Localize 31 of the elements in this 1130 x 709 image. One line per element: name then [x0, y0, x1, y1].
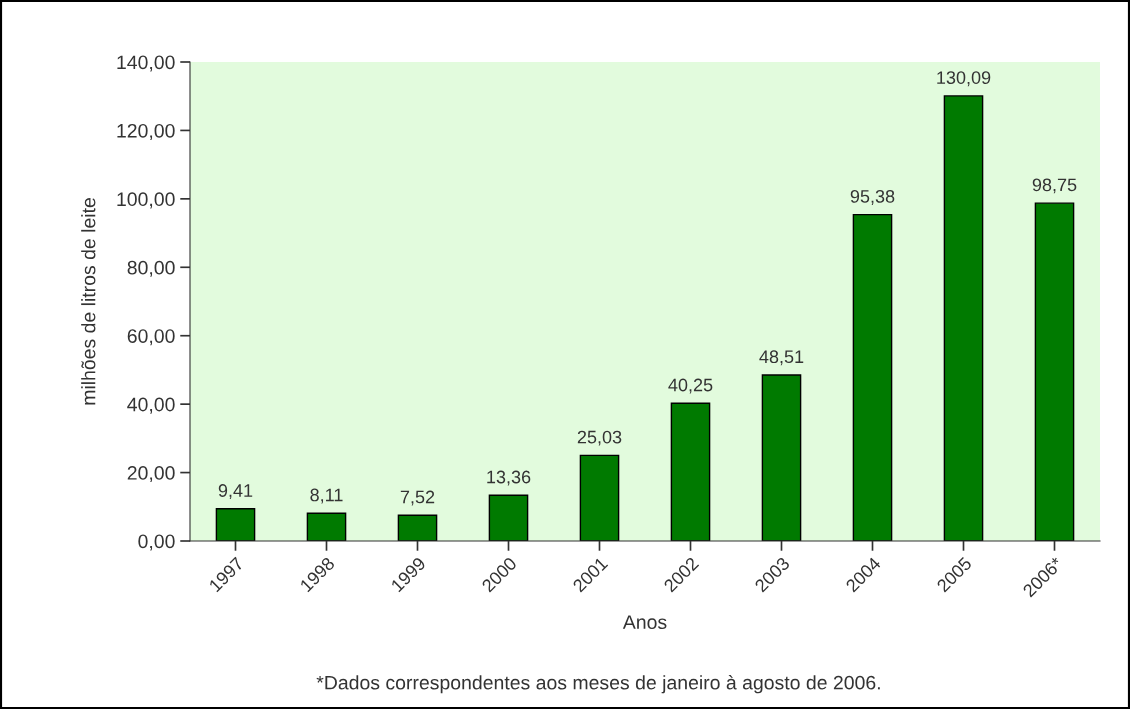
bar	[761, 374, 802, 541]
bar	[1034, 202, 1075, 541]
y-tick-label: 80,00	[127, 260, 175, 277]
bar	[943, 95, 984, 541]
y-tick-label: 20,00	[127, 466, 175, 483]
data-label: 98,75	[1032, 178, 1077, 194]
y-tick-label: 40,00	[127, 397, 175, 414]
bar	[579, 454, 620, 541]
data-label: 7,52	[400, 490, 435, 506]
bar	[852, 213, 893, 541]
bar	[488, 494, 529, 541]
bar	[670, 402, 711, 541]
data-label: 40,25	[668, 378, 713, 394]
x-axis-title: Anos	[622, 615, 667, 630]
data-label: 13,36	[487, 470, 531, 486]
y-axis-title: milhões de litros de leite	[81, 198, 96, 405]
data-label: 25,03	[577, 430, 622, 446]
bar	[397, 514, 438, 541]
bar	[215, 508, 256, 541]
y-tick-label: 140,00	[117, 55, 175, 72]
y-tick-label: 120,00	[117, 123, 175, 140]
y-tick-label: 60,00	[127, 329, 175, 346]
data-label: 130,09	[937, 71, 991, 87]
data-label: 48,51	[759, 350, 804, 366]
data-label: 9,41	[218, 484, 253, 500]
text: *Dados correspondentes aos meses de janeiro à agosto de 2006.	[316, 675, 880, 694]
y-tick-label: 100,00	[117, 192, 175, 209]
data-label: 95,38	[850, 189, 895, 205]
y-tick-label: 0,00	[138, 534, 175, 551]
data-label: 8,11	[310, 488, 343, 504]
bar	[306, 512, 347, 541]
